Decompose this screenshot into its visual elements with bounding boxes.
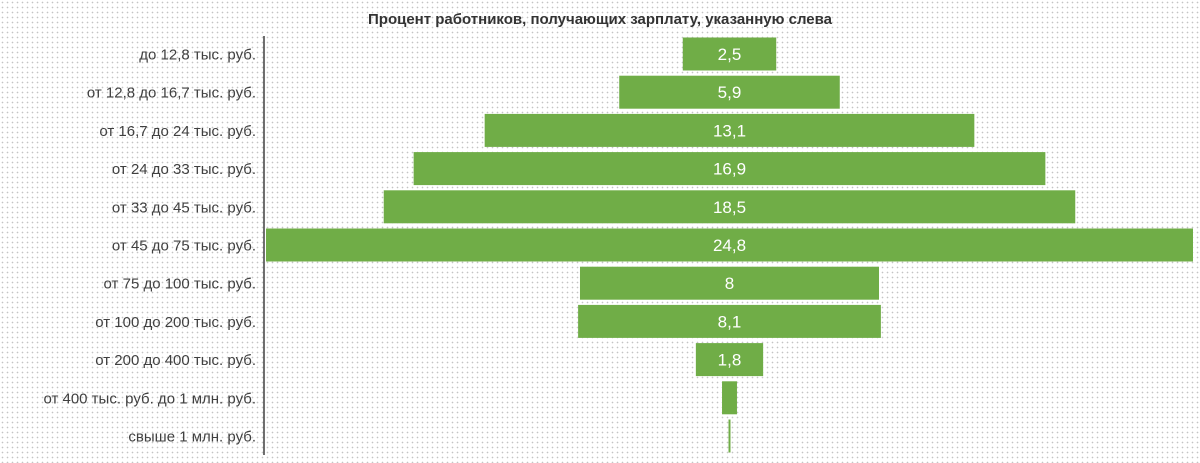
bar-value-label-6: 24,8 xyxy=(713,236,746,255)
bar-value-label-1: 2,5 xyxy=(718,45,742,64)
bar-6 xyxy=(266,228,1193,262)
category-label-3: от 16,7 до 24 тыс. руб. xyxy=(99,123,256,140)
bar-4 xyxy=(413,152,1046,186)
category-label-5: от 33 до 45 тыс. руб. xyxy=(112,199,256,216)
bar-1 xyxy=(682,37,777,71)
bar-3 xyxy=(484,113,975,147)
bar-value-label-2: 5,9 xyxy=(718,83,742,102)
bar-8 xyxy=(578,304,881,338)
bar-9 xyxy=(695,343,764,377)
bar-10 xyxy=(722,381,737,415)
category-label-9: от 200 до 400 тыс. руб. xyxy=(95,352,256,369)
category-label-10: от 400 тыс. руб. до 1 млн. руб. xyxy=(43,390,256,407)
category-label-2: от 12,8 до 16,7 тыс. руб. xyxy=(87,85,256,102)
bar-value-label-7: 8 xyxy=(725,274,734,293)
category-label-6: от 45 до 75 тыс. руб. xyxy=(112,238,256,255)
bar-7 xyxy=(579,266,880,300)
bar-value-label-9: 1,8 xyxy=(718,351,742,370)
bar-value-label-8: 8,1 xyxy=(718,312,742,331)
bar-11 xyxy=(728,419,731,453)
category-label-4: от 24 до 33 тыс. руб. xyxy=(112,161,256,178)
chart-title: Процент работников, получающих зарплату,… xyxy=(368,11,833,28)
category-label-11: свыше 1 млн. руб. xyxy=(128,429,256,446)
bar-value-label-4: 16,9 xyxy=(713,160,746,179)
bar-2 xyxy=(619,75,840,109)
category-label-8: от 100 до 200 тыс. руб. xyxy=(95,314,256,331)
category-label-7: от 75 до 100 тыс. руб. xyxy=(104,276,256,293)
category-label-1: до 12,8 тыс. руб. xyxy=(139,47,256,64)
bar-5 xyxy=(383,190,1076,224)
category-labels-group: до 12,8 тыс. руб. от 12,8 до 16,7 тыс. ру… xyxy=(43,47,256,446)
bar-value-label-3: 13,1 xyxy=(713,121,746,140)
bars-group: 2,5 5,9 13,1 16,9 18,5 24,8 8 8,1 1,8 xyxy=(266,37,1193,453)
bar-value-label-5: 18,5 xyxy=(713,198,746,217)
